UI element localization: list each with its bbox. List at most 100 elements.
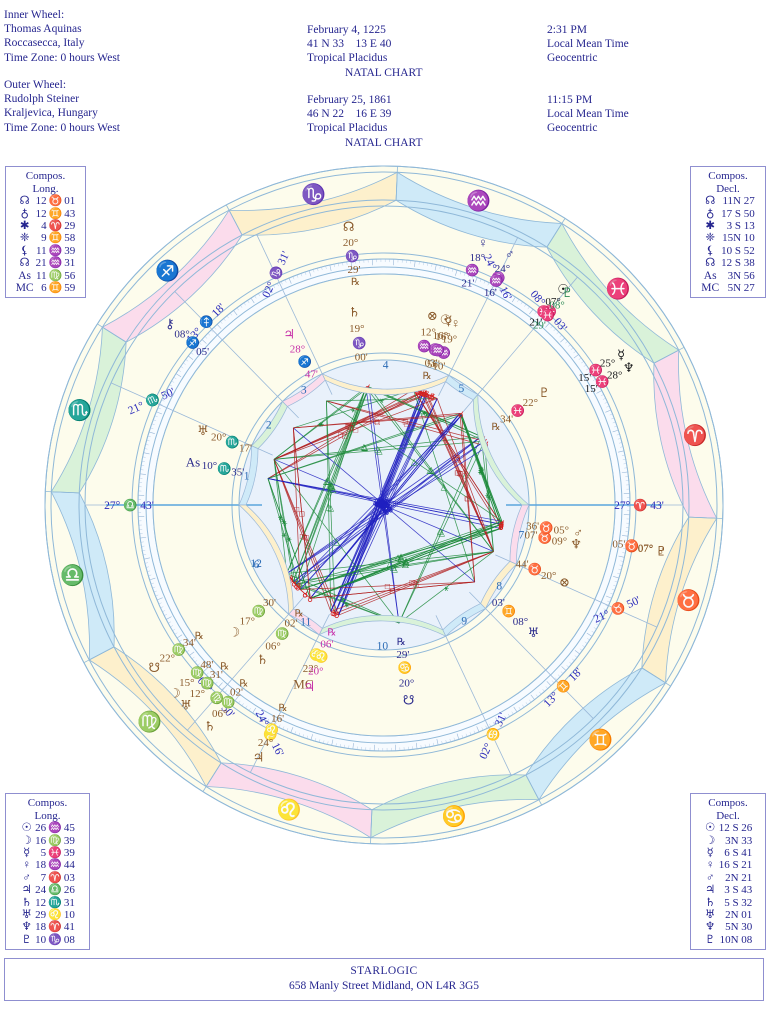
planet-glyph-saturn: ♄ — [204, 718, 216, 733]
degree-tick — [522, 704, 525, 708]
planet-glyph: ♅ — [21, 909, 32, 922]
aspect-line-opposition — [330, 398, 438, 612]
degree-value: 12 — [35, 195, 47, 208]
inner-planet-saturn: ♄ 19°♑ 00' — [348, 304, 367, 363]
degree-tick — [617, 438, 621, 440]
degree-tick — [434, 264, 437, 271]
degree-tick — [441, 741, 443, 745]
planet-degree: 20° — [399, 678, 414, 690]
planet-glyph-ascendant: As — [186, 454, 200, 469]
degree-tick — [614, 581, 618, 583]
degree-value: 16 — [35, 834, 47, 847]
degree-value: 10 — [35, 933, 47, 946]
aspect-symbol-sextile: ⚹ — [444, 583, 450, 593]
degree-tick — [189, 651, 195, 656]
degree-tick — [143, 557, 150, 560]
inner-planet-moon: ☽17°♍30' — [229, 597, 276, 640]
aspect-symbol-conjunction: ☌ — [427, 391, 433, 401]
degree-tick — [604, 401, 608, 404]
aspect-symbol-sextile: ⚹ — [478, 466, 484, 476]
aspect-symbol-trine: △ — [402, 559, 409, 569]
degree-value: 4 — [41, 220, 47, 232]
planet-sign-glyph: ♐ — [186, 335, 200, 349]
degree-tick — [302, 734, 304, 738]
outer-wheel-timezone: Time Zone: 0 hours West — [4, 121, 120, 134]
degree-tick — [269, 287, 273, 293]
aspect-symbol-square: □ — [455, 453, 460, 463]
table-row: ⚸ 10 S 52 — [700, 245, 756, 257]
degree-tick — [616, 434, 620, 436]
aspect-symbol-sextile: ⚹ — [282, 517, 288, 527]
aspect-symbol-trine: △ — [428, 465, 435, 475]
planet-glyph-venus: ♀ — [451, 316, 461, 331]
planet-sign-glyph: ♊ — [502, 604, 516, 618]
planet-glyph-partfortune: ⊗ — [427, 308, 438, 323]
aspect-symbol-conjunction: ☌ — [422, 389, 428, 399]
aspect-symbol-sextile: ⚹ — [282, 529, 288, 539]
aspect-symbol-sextile: ⚹ — [340, 594, 346, 604]
planet-glyph: ♇ — [705, 933, 716, 946]
minute-value: 58 — [64, 232, 76, 245]
degree-tick — [537, 314, 540, 318]
aspect-symbol-trine: △ — [329, 481, 336, 491]
outer-planet-sun: ☉07°♓21' — [529, 282, 569, 329]
inner-planet-mars: ♂ 05°♉36' — [526, 520, 583, 539]
outer-planet-neptune: ♆28°♓15' — [585, 360, 635, 395]
degree-tick — [319, 739, 321, 743]
degree-tick — [557, 674, 561, 677]
degree-tick — [511, 296, 516, 303]
aspect-symbol-trine: △ — [395, 552, 402, 562]
planet-glyph: ☽ — [21, 834, 32, 847]
degree-tick — [223, 318, 226, 321]
degree-tick — [148, 574, 152, 576]
planet-degree: 07° — [638, 543, 653, 555]
inner-planet-jupiter2: ♃20° ♌06'℞ — [304, 628, 337, 695]
aspect-symbol-square: □ — [457, 468, 462, 478]
aspect-symbol-opposition: ☍ — [380, 497, 389, 507]
outer-planet-southnode: ☋22°♍34'℞ — [148, 631, 203, 675]
aspect-symbol-square: □ — [304, 533, 309, 543]
aspect-symbol-sextile: ⚹ — [423, 407, 429, 417]
degree-tick — [550, 325, 553, 329]
degree-tick — [620, 560, 624, 562]
planet-glyph: ☊ — [705, 195, 716, 208]
planet-sign-glyph: ♑ — [345, 249, 359, 263]
aspect-line-trine — [299, 387, 367, 590]
planet-glyph-pluto: ♇ — [538, 385, 550, 400]
table-row: MC 6 ♊ 59 — [15, 282, 77, 294]
minute-value: 39 — [63, 834, 75, 847]
table-row: ☊ 21 ♒ 31 — [15, 257, 77, 269]
aspect-symbol-sextile: ⚹ — [486, 492, 492, 502]
table-row: ♆ 5N 30 — [703, 921, 754, 933]
table-row: ♅ 2N 01 — [703, 909, 754, 921]
degree-tick — [560, 671, 564, 674]
aspect-symbol-conjunction: ☌ — [429, 392, 435, 402]
aspect-line-sextile — [267, 478, 311, 599]
degree-tick — [473, 730, 476, 734]
planet-glyph: ♅ — [705, 909, 716, 922]
degree-tick — [600, 394, 604, 396]
degree-tick — [274, 722, 277, 726]
degree-tick — [590, 375, 594, 378]
planet-minute: 56' — [427, 358, 440, 370]
planet-glyph-neptune: ♆ — [623, 360, 635, 375]
planet-glyph: ♂ — [22, 871, 31, 884]
aspect-symbol-trine: △ — [391, 564, 398, 574]
aspect-line-opposition — [334, 393, 427, 614]
inner-wheel-label: Inner Wheel: — [4, 9, 65, 21]
degree-tick — [153, 590, 157, 593]
aspect-symbol-conjunction: ☌ — [294, 581, 300, 591]
natal-biwheel-chart[interactable]: ♈♉♊♋♌♍♎♏♐♑♒♓ □☍△☌⚹⚹△△△☌☌⚹△☍△⚹☌☌⚹☍☍☌☌☌□☍☍… — [0, 155, 768, 855]
inner-planet-uranus2: ♅08°♊03' — [492, 597, 539, 640]
inner-wheel-coords: 41 N 33 13 E 40 — [307, 38, 392, 51]
planet-minute: 36' — [526, 521, 539, 533]
degree-tick — [175, 373, 182, 378]
planet-degree: 06° — [265, 640, 280, 652]
planet-minute: 31' — [210, 669, 223, 681]
declination-value: 10 S 52 — [721, 244, 755, 257]
planet-minute: 16' — [271, 713, 284, 725]
minute-value: 56 — [64, 269, 76, 282]
aspect-symbol-sextile: ⚹ — [319, 419, 325, 429]
aspect-line-trine — [295, 551, 494, 585]
degree-tick — [597, 619, 601, 622]
